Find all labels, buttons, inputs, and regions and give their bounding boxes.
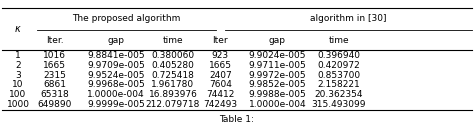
Text: Iter.: Iter. xyxy=(46,36,64,45)
Text: 16.893976: 16.893976 xyxy=(148,90,198,99)
Text: 74412: 74412 xyxy=(206,90,235,99)
Text: 9.9524e-005: 9.9524e-005 xyxy=(87,71,145,80)
Text: 9.9711e-005: 9.9711e-005 xyxy=(248,61,306,70)
Text: 2315: 2315 xyxy=(43,71,66,80)
Text: 9.9999e-005: 9.9999e-005 xyxy=(87,100,145,109)
Text: 9.9972e-005: 9.9972e-005 xyxy=(248,71,306,80)
Text: 0.380060: 0.380060 xyxy=(152,51,194,60)
Text: 649890: 649890 xyxy=(37,100,72,109)
Text: 2.158221: 2.158221 xyxy=(318,80,360,89)
Text: time: time xyxy=(328,36,349,45)
Text: 1016: 1016 xyxy=(43,51,66,60)
Text: 0.725418: 0.725418 xyxy=(152,71,194,80)
Text: 9.9024e-005: 9.9024e-005 xyxy=(248,51,306,60)
Text: 742493: 742493 xyxy=(203,100,237,109)
Text: 10: 10 xyxy=(12,80,24,89)
Text: time: time xyxy=(163,36,183,45)
Text: 1: 1 xyxy=(15,51,21,60)
Text: 1.961780: 1.961780 xyxy=(152,80,194,89)
Text: gap: gap xyxy=(108,36,125,45)
Text: 1000: 1000 xyxy=(7,100,29,109)
Text: Iter: Iter xyxy=(213,36,228,45)
Text: 3: 3 xyxy=(15,71,21,80)
Text: gap: gap xyxy=(269,36,286,45)
Text: 0.405280: 0.405280 xyxy=(152,61,194,70)
Text: 1.0000e-004: 1.0000e-004 xyxy=(87,90,145,99)
Text: 2407: 2407 xyxy=(209,71,232,80)
Text: 9.9968e-005: 9.9968e-005 xyxy=(87,80,145,89)
Text: 212.079718: 212.079718 xyxy=(146,100,200,109)
Text: 9.9988e-005: 9.9988e-005 xyxy=(248,90,306,99)
Text: 9.8841e-005: 9.8841e-005 xyxy=(87,51,145,60)
Text: 100: 100 xyxy=(9,90,27,99)
Text: 20.362354: 20.362354 xyxy=(315,90,363,99)
Text: 7604: 7604 xyxy=(209,80,232,89)
Text: algorithm in [30]: algorithm in [30] xyxy=(310,14,387,23)
Text: 9.9709e-005: 9.9709e-005 xyxy=(87,61,145,70)
Text: 6861: 6861 xyxy=(43,80,66,89)
Text: The proposed algorithm: The proposed algorithm xyxy=(72,14,181,23)
Text: 65318: 65318 xyxy=(40,90,69,99)
Text: 0.420972: 0.420972 xyxy=(318,61,360,70)
Text: 0.396940: 0.396940 xyxy=(318,51,360,60)
Text: Table 1:: Table 1: xyxy=(219,115,255,124)
Text: $\kappa$: $\kappa$ xyxy=(14,24,22,34)
Text: 923: 923 xyxy=(212,51,229,60)
Text: 1.0000e-004: 1.0000e-004 xyxy=(248,100,306,109)
Text: 0.853700: 0.853700 xyxy=(318,71,360,80)
Text: 1665: 1665 xyxy=(209,61,232,70)
Text: 2: 2 xyxy=(15,61,21,70)
Text: 1665: 1665 xyxy=(43,61,66,70)
Text: 315.493099: 315.493099 xyxy=(312,100,366,109)
Text: 9.9852e-005: 9.9852e-005 xyxy=(248,80,306,89)
